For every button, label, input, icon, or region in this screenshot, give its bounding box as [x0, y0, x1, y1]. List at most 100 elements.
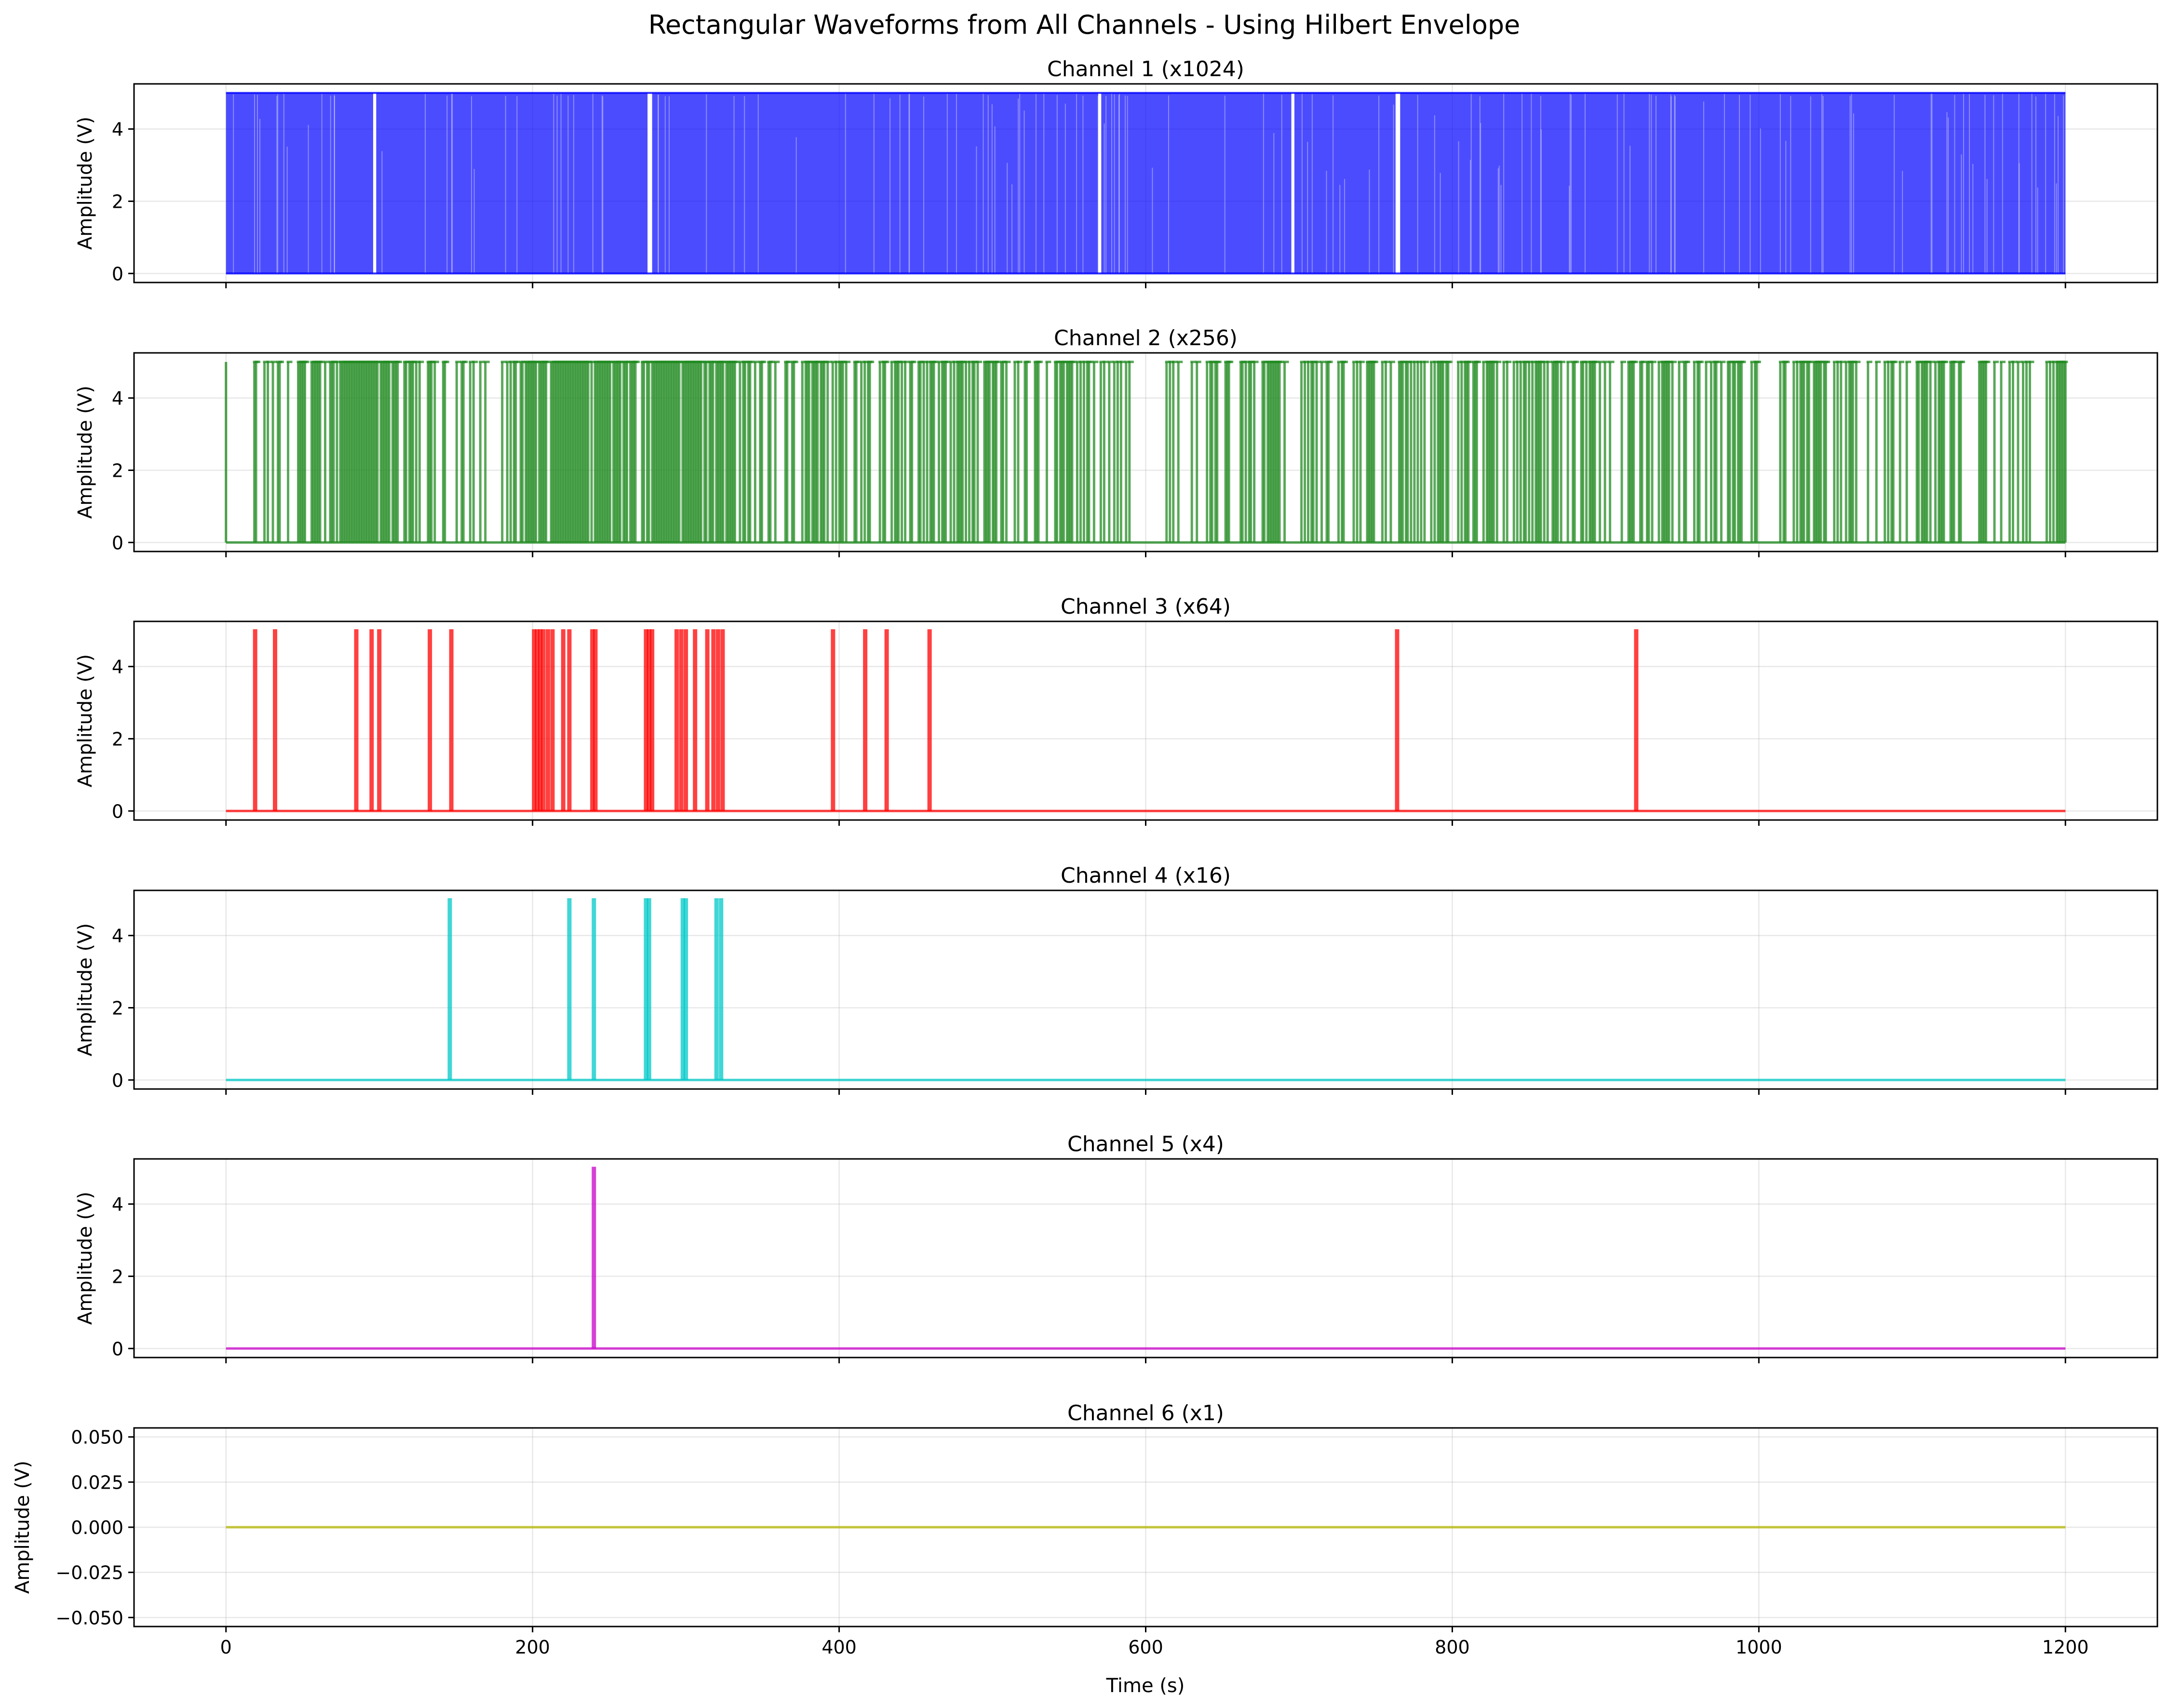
y-tick-label: −0.050	[55, 1607, 123, 1628]
pulse	[447, 898, 452, 1080]
pulse	[720, 629, 725, 811]
y-tick-label: −0.025	[55, 1562, 123, 1584]
panel-title: Channel 5 (x4)	[1067, 1132, 1224, 1157]
series-line	[225, 361, 2068, 544]
panel-channel-3: Channel 3 (x64) 0 2 4 Amplitude (V)	[74, 594, 2158, 826]
y-tick-label: 0	[112, 801, 123, 822]
series-line	[226, 1167, 2066, 1350]
y-tick-label: 2	[112, 460, 123, 481]
panel-channel-1: Channel 1 (x1024) 0 2 4 Amplitude (V)	[74, 57, 2158, 288]
pulse	[711, 629, 716, 811]
y-axis-label: Amplitude (V)	[12, 1461, 34, 1594]
pulse	[550, 629, 555, 811]
pulse	[927, 629, 932, 811]
y-axis-label: Amplitude (V)	[74, 923, 96, 1056]
pulse	[674, 629, 679, 811]
pulse	[644, 629, 648, 811]
panel-channel-4: Channel 4 (x16) 0 2 4 Amplitude (V)	[74, 863, 2158, 1095]
waveform-gap	[1395, 92, 1400, 275]
waveform-gap	[373, 92, 377, 275]
pulse	[535, 629, 539, 811]
y-axis-label: Amplitude (V)	[74, 654, 96, 787]
pulse	[590, 629, 595, 811]
y-tick-label: 2	[112, 1266, 123, 1287]
pulse	[593, 629, 598, 811]
pulse	[354, 629, 359, 811]
y-tick-label: 0	[112, 263, 123, 284]
pulse	[532, 629, 537, 811]
x-tick-label: 600	[1128, 1637, 1163, 1658]
pulse	[693, 629, 698, 811]
y-axis-label: Amplitude (V)	[74, 117, 96, 250]
waveform-gap	[1098, 92, 1102, 275]
series-line	[226, 629, 2066, 812]
y-tick-label: 2	[112, 997, 123, 1019]
x-tick-label: 1200	[2042, 1637, 2089, 1658]
pulse	[714, 898, 719, 1080]
pulse	[646, 629, 651, 811]
pulse	[449, 629, 454, 811]
pulse	[719, 898, 724, 1080]
y-tick-label: 0.050	[71, 1427, 123, 1448]
pulse	[1634, 629, 1639, 811]
pulse	[428, 629, 432, 811]
pulse	[684, 629, 688, 811]
y-tick-label: 0	[112, 532, 123, 553]
waveform-fill	[226, 93, 2066, 274]
pulse	[646, 898, 651, 1080]
panel-title: Channel 6 (x1)	[1067, 1401, 1224, 1426]
pulse	[567, 629, 572, 811]
pulse	[705, 629, 710, 811]
pulse	[863, 629, 868, 811]
y-tick-label: 0	[112, 1070, 123, 1091]
pulse	[377, 629, 382, 811]
waveform-gap	[647, 92, 652, 275]
x-tick-label: 400	[821, 1637, 857, 1658]
series-line	[226, 92, 2066, 275]
pulse	[684, 898, 688, 1080]
waveform-gap	[1291, 92, 1294, 275]
x-tick-label: 1000	[1736, 1637, 1782, 1658]
panel-channel-6: Channel 6 (x1) −0.050 −0.025 0.000 0.025 0.05…	[12, 1401, 2158, 1658]
panel-title: Channel 2 (x256)	[1054, 326, 1238, 350]
panel-title: Channel 4 (x16)	[1061, 863, 1231, 888]
y-tick-label: 0.025	[71, 1472, 123, 1493]
pulse	[831, 629, 835, 811]
pulse	[680, 898, 685, 1080]
y-tick-label: 4	[112, 1194, 123, 1215]
y-tick-label: 4	[112, 657, 123, 678]
pulse	[715, 629, 720, 811]
y-tick-label: 4	[112, 119, 123, 140]
pulse	[592, 1167, 596, 1349]
x-tick-label: 800	[1435, 1637, 1470, 1658]
pulse	[650, 629, 655, 811]
y-tick-label: 4	[112, 388, 123, 409]
pulse	[538, 629, 543, 811]
x-axis-label: Time (s)	[1106, 1675, 1185, 1697]
series-line	[226, 898, 2066, 1081]
y-tick-label: 0.000	[71, 1517, 123, 1538]
figure-suptitle: Rectangular Waveforms from All Channels …	[648, 10, 1521, 40]
x-tick-label: 0	[220, 1637, 232, 1658]
pulse	[592, 898, 596, 1080]
pulse	[679, 629, 684, 811]
y-tick-label: 0	[112, 1338, 123, 1359]
x-tick-label: 200	[515, 1637, 550, 1658]
pulse	[644, 898, 648, 1080]
pulse	[545, 629, 550, 811]
pulse	[1395, 629, 1400, 811]
pulse	[567, 898, 572, 1080]
panel-channel-2: Channel 2 (x256) 0 2 4 Amplitude (V)	[74, 326, 2158, 557]
pulse	[253, 629, 257, 811]
pulse	[884, 629, 889, 811]
pulse	[369, 629, 374, 811]
y-tick-label: 4	[112, 926, 123, 947]
pulse	[541, 629, 546, 811]
panel-title: Channel 3 (x64)	[1061, 594, 1231, 619]
y-axis-label: Amplitude (V)	[74, 386, 96, 519]
y-tick-label: 2	[112, 191, 123, 212]
y-axis-label: Amplitude (V)	[74, 1192, 96, 1325]
pulse	[273, 629, 278, 811]
